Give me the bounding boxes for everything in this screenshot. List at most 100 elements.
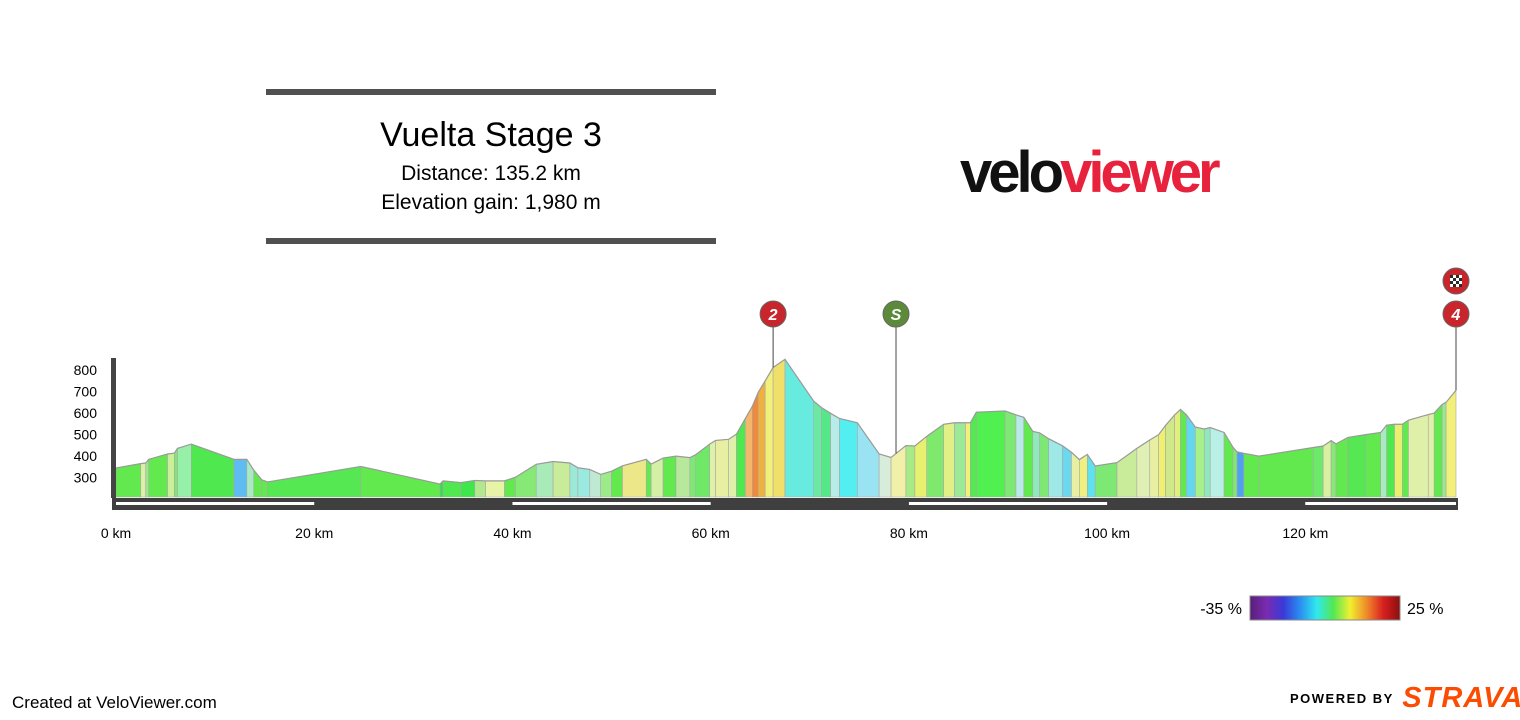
x-tick-label: 100 km [1084, 525, 1130, 541]
powered-by-strava: POWERED BY STRAVA [1290, 682, 1520, 715]
profile-segment [261, 479, 268, 498]
climb-marker-icon [759, 300, 787, 328]
profile-segment [1243, 452, 1260, 498]
profile-segment [695, 443, 710, 498]
finish-flag-square [1456, 275, 1459, 278]
profile-segment [1386, 423, 1395, 498]
profile-segment [662, 455, 677, 498]
title-box: Vuelta Stage 3 Distance: 135.2 km Elevat… [266, 89, 716, 244]
marker-label: S [891, 307, 902, 324]
x-axis-bar [112, 498, 1458, 510]
y-tick-label: 500 [74, 427, 98, 443]
profile-segment [115, 463, 142, 498]
finish-flag-square [1450, 278, 1453, 281]
gradient-max-label: 25 % [1407, 601, 1443, 618]
finish-flag-square [1453, 278, 1456, 281]
strava-logo: STRAVA [1402, 682, 1520, 714]
profile-segment [715, 439, 729, 498]
profile-segment [577, 467, 591, 498]
profile-segment [752, 392, 759, 498]
profile-segment [1195, 426, 1205, 498]
profile-segment [515, 463, 537, 498]
profile-segment [1232, 446, 1238, 498]
x-axis-dash [1305, 502, 1454, 505]
profile-segment [1347, 434, 1367, 498]
powered-by-label: POWERED BY [1290, 691, 1394, 706]
finish-flag-square [1459, 284, 1462, 287]
profile-segment [1062, 445, 1072, 498]
finish-flag-square [1456, 278, 1459, 281]
profile-segment [709, 439, 716, 498]
profile-segment [1209, 427, 1225, 498]
profile-segment [1408, 414, 1429, 498]
x-tick-label: 120 km [1282, 525, 1328, 541]
finish-flag-square [1450, 284, 1453, 287]
profile-segment [1079, 453, 1088, 498]
logo-velo-text: velo [960, 140, 1064, 205]
marker-label: 4 [1451, 307, 1461, 324]
profile-segment [1094, 462, 1118, 498]
profile-segment [1322, 440, 1332, 498]
profile-segment [1312, 445, 1324, 498]
profile-segment [645, 458, 652, 498]
profile-segment [1335, 436, 1349, 498]
profile-segment [145, 458, 150, 498]
distance-label: Distance: 135.2 km [401, 162, 581, 185]
profile-segment [1039, 432, 1049, 498]
y-tick-label: 400 [74, 448, 98, 464]
profile-segment [1136, 439, 1151, 498]
profile-segment [460, 480, 476, 498]
profile-segment [675, 455, 691, 498]
profile-segment [1032, 431, 1041, 498]
y-tick-label: 600 [74, 405, 98, 421]
climb-marker-icon [1442, 300, 1470, 328]
created-at-label: Created at VeloViewer.com [12, 693, 217, 712]
profile-segment [970, 411, 977, 498]
profile-segment [442, 480, 462, 498]
sprint-marker-icon [882, 300, 910, 328]
profile-segment [148, 453, 168, 498]
profile-segment [1427, 412, 1435, 498]
profile-segment [267, 466, 362, 498]
profile-segment [474, 480, 486, 498]
x-axis-dash [512, 502, 711, 505]
profile-segment [177, 443, 192, 498]
profile-segment [1004, 410, 1017, 498]
gradient-min-label: -35 % [1200, 601, 1242, 618]
veloviewer-logo: veloviewer [960, 140, 1221, 206]
finish-flag-square [1450, 281, 1453, 284]
profile-segment [736, 417, 746, 498]
profile-segment [1236, 451, 1245, 498]
profile-segment [813, 400, 822, 498]
y-tick-label: 800 [74, 362, 98, 378]
y-tick-label: 700 [74, 384, 98, 400]
finish-flag-square [1459, 281, 1462, 284]
profile-segment [975, 410, 1006, 498]
finish-flag-square [1453, 281, 1456, 284]
profile-segment [764, 366, 774, 498]
x-axis-dash [908, 502, 1108, 505]
profile-segment [535, 461, 554, 498]
profile-segment [905, 445, 916, 498]
profile-segment [943, 422, 955, 498]
profile-segment [1158, 424, 1166, 498]
x-axis-dash [116, 502, 315, 505]
profile-segment [1186, 413, 1196, 498]
profile-segment [569, 462, 579, 498]
x-tick-label: 0 km [101, 525, 131, 541]
profile-outline [115, 358, 1457, 485]
profile-segment [821, 407, 831, 498]
profile-segment [1394, 423, 1403, 498]
x-tick-label: 40 km [493, 525, 531, 541]
profile-segment [878, 453, 892, 498]
profile-segment [1174, 408, 1181, 498]
profile-segment [1165, 414, 1175, 498]
stage-title: Vuelta Stage 3 [380, 116, 602, 154]
gradient-legend-bar [1249, 595, 1401, 621]
profile-segment [1441, 401, 1447, 498]
profile-segment [1380, 424, 1387, 498]
profile-segment [1015, 414, 1025, 498]
profile-segment [1402, 419, 1409, 498]
profile-segment [1180, 408, 1187, 498]
